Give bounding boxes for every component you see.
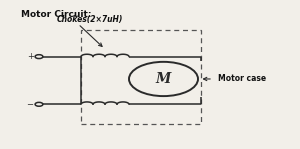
Text: M: M: [156, 72, 171, 86]
Bar: [81, 30, 201, 124]
Text: Chokes(2×7uH): Chokes(2×7uH): [57, 15, 123, 24]
Text: Motor case: Motor case: [218, 74, 266, 83]
Text: +: +: [27, 52, 34, 61]
Text: Motor Circuit:: Motor Circuit:: [21, 10, 92, 19]
Text: −: −: [27, 100, 34, 109]
